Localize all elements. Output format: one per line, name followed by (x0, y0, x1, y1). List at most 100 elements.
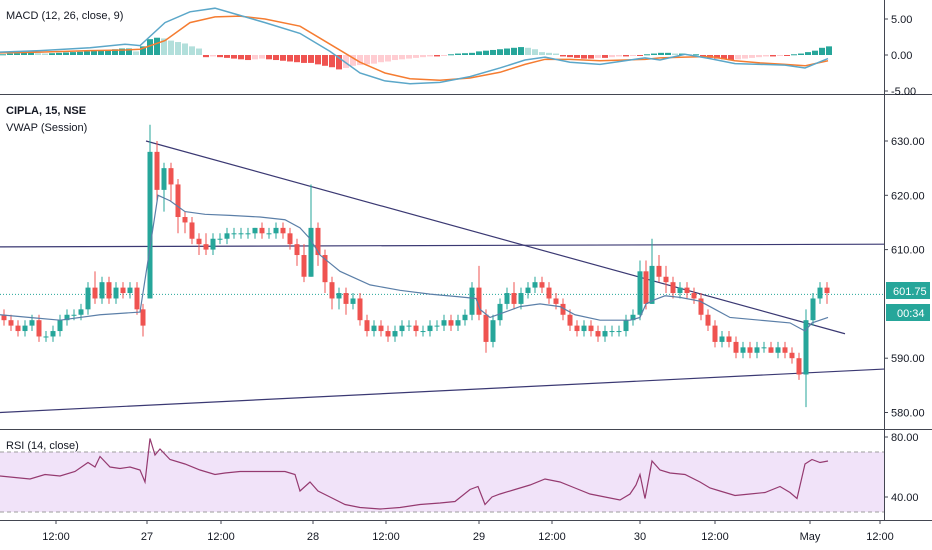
macd-histogram-bar (770, 55, 776, 57)
price-y-tick: 590.00 (891, 353, 925, 365)
candle-body (643, 271, 649, 304)
candle-body (57, 320, 63, 332)
candle-body (803, 320, 809, 375)
macd-histogram-bar (210, 55, 216, 57)
macd-histogram-bar (798, 53, 804, 55)
macd-histogram-bar (553, 53, 559, 55)
candle-body (22, 325, 28, 332)
macd-histogram-bar (539, 52, 545, 55)
rsi-title: RSI (14, close) (6, 440, 79, 452)
trendline-2[interactable] (0, 243, 885, 248)
candle-body (175, 184, 181, 218)
candle-body (280, 227, 286, 234)
rsi-y-tick: 40.00 (891, 492, 919, 504)
macd-histogram-bar (756, 55, 762, 58)
macd-histogram-bar (826, 46, 832, 55)
macd-y-tick: 0.00 (891, 50, 912, 62)
candle-body (8, 320, 14, 326)
macd-histogram-bar (49, 53, 55, 55)
macd-histogram-bar (644, 54, 650, 56)
candle-body (92, 287, 98, 299)
x-tick-label: 12:00 (538, 531, 566, 543)
candle-body (504, 293, 510, 304)
macd-histogram-bar (588, 55, 594, 59)
macd-histogram-bar (819, 47, 825, 55)
candle-body (546, 287, 552, 299)
x-tick-label: 12:00 (866, 531, 894, 543)
candle-body (15, 325, 21, 332)
candle-body (602, 331, 608, 337)
candle-body (168, 168, 174, 185)
axes: 5.00 0.00 -5.00 630.00 620.00 610.00 590.00 580… (42, 14, 924, 543)
last-price-label: 601.75 (893, 286, 927, 298)
macd-histogram-bar (777, 55, 783, 56)
macd-histogram-bar (490, 49, 496, 55)
candle-body (343, 293, 349, 304)
candle-body (210, 238, 216, 250)
candle-body (532, 282, 538, 288)
candle-body (796, 358, 802, 375)
candle-body (329, 282, 335, 299)
candle-body (203, 244, 209, 250)
candle-body (677, 287, 683, 294)
macd-histogram-bar (441, 55, 447, 56)
last-price-badge (886, 282, 930, 299)
candle-body (712, 325, 718, 342)
macd-pane (0, 7, 832, 85)
macd-histogram-bar (42, 53, 48, 55)
macd-histogram-bar (105, 49, 111, 55)
candle-body (43, 336, 49, 338)
candle-body (85, 287, 91, 310)
candle-body (768, 347, 774, 353)
candle-body (567, 314, 573, 326)
candle-body (448, 320, 454, 326)
candle-body (406, 325, 412, 327)
candle-body (740, 347, 746, 353)
candle-body (357, 298, 363, 321)
candle-body (238, 233, 244, 235)
macd-histogram-bar (427, 55, 433, 57)
macd-histogram-bar (623, 55, 629, 57)
macd-histogram-bar (63, 52, 69, 55)
macd-histogram-bar (35, 53, 41, 55)
macd-histogram-bar (21, 52, 27, 55)
candle-body (161, 168, 167, 190)
candle-body (824, 287, 830, 294)
candle-body (441, 320, 447, 326)
macd-histogram-bar (616, 55, 622, 57)
candle-body (747, 347, 753, 353)
macd-histogram-bar (511, 47, 517, 55)
macd-histogram-bar (784, 55, 790, 56)
trendline-1[interactable] (145, 140, 846, 335)
macd-histogram-bar (735, 55, 741, 60)
rsi-line (0, 438, 829, 510)
candle-body (140, 309, 146, 326)
candle-body (420, 331, 426, 333)
x-tick-label: 27 (141, 531, 153, 543)
macd-histogram-bar (119, 48, 125, 55)
candle-body (273, 227, 279, 234)
macd-histogram-bar (546, 52, 552, 55)
macd-histogram-bar (392, 55, 398, 61)
macd-histogram-bar (322, 55, 328, 66)
macd-histogram-bar (28, 52, 34, 55)
candle-body (726, 336, 732, 342)
macd-histogram-bar (469, 52, 475, 55)
macd-line (0, 7, 829, 85)
macd-histogram-bar (112, 49, 118, 55)
candle-body (50, 331, 56, 337)
macd-histogram-bar (560, 55, 566, 57)
candle-body (705, 314, 711, 326)
trendline-3[interactable] (0, 368, 885, 414)
macd-histogram-bar (455, 53, 461, 55)
candle-body (483, 314, 489, 342)
macd-histogram-bar (791, 54, 797, 56)
macd-histogram-bar (525, 47, 531, 55)
macd-histogram-bar (77, 51, 83, 55)
macd-histogram-bar (385, 55, 391, 62)
x-tick-label: 12:00 (701, 531, 729, 543)
candle-body (301, 255, 307, 277)
candle-body (336, 293, 342, 299)
macd-y-tick: -5.00 (891, 86, 916, 98)
